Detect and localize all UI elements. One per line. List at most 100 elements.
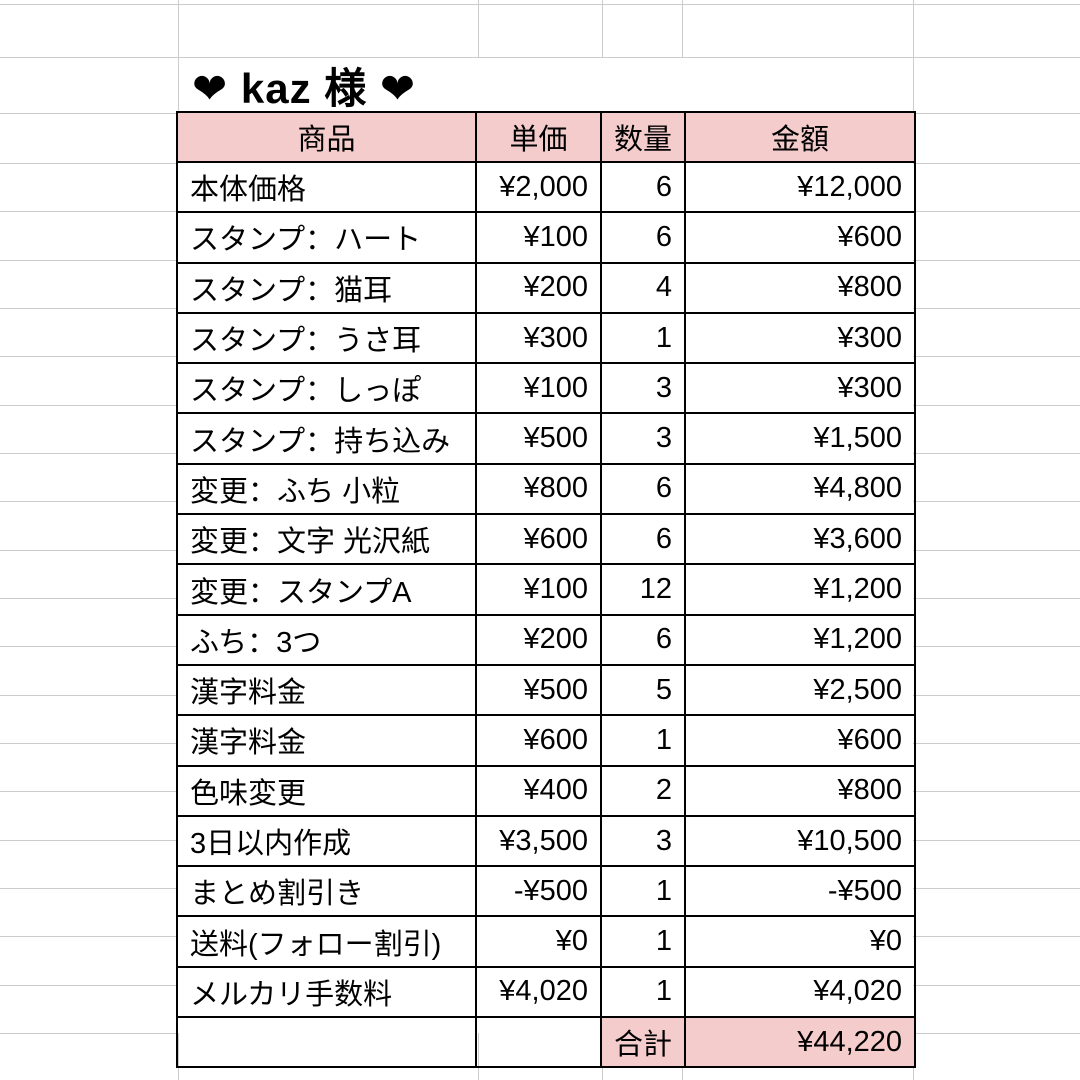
cell-qty[interactable]: 1: [599, 714, 687, 767]
cell-qty[interactable]: 3: [599, 412, 687, 465]
table-row: スタンプ：しっぽ ¥100 3 ¥300: [176, 362, 917, 415]
column-header-item[interactable]: 商品: [176, 111, 477, 163]
cell-amount[interactable]: ¥300: [684, 311, 917, 365]
grid-line: [0, 163, 178, 164]
cell-qty[interactable]: 6: [599, 513, 687, 566]
cell-qty[interactable]: 3: [599, 814, 687, 868]
grid-line: [913, 453, 1080, 454]
grid-line: [913, 211, 1080, 212]
grid-line: [0, 356, 178, 357]
grid-line: [913, 308, 1080, 309]
cell-qty[interactable]: 1: [599, 865, 687, 918]
cell-unit-price[interactable]: -¥500: [475, 865, 602, 918]
cell-amount[interactable]: ¥800: [684, 261, 917, 314]
cell-unit-price[interactable]: ¥100: [475, 211, 602, 264]
cell-amount[interactable]: ¥2,500: [684, 663, 917, 717]
cell-unit-price[interactable]: ¥0: [475, 915, 602, 968]
grid-line: [0, 4, 1080, 5]
grid-line: [913, 888, 1080, 889]
cell-amount[interactable]: ¥3,600: [684, 513, 917, 566]
grid-line: [0, 453, 178, 454]
cell-amount[interactable]: ¥4,800: [684, 462, 917, 516]
cell-amount[interactable]: ¥800: [684, 764, 917, 817]
table-row: 色味変更 ¥400 2 ¥800: [176, 764, 917, 817]
cell-item[interactable]: 本体価格: [176, 160, 477, 214]
cell-qty[interactable]: 6: [599, 462, 687, 516]
cell-amount[interactable]: ¥4,020: [684, 965, 917, 1019]
table-row: スタンプ：うさ耳 ¥300 1 ¥300: [176, 311, 917, 365]
cell-unit-price[interactable]: ¥400: [475, 764, 602, 817]
cell-unit-price[interactable]: ¥100: [475, 563, 602, 616]
cell-item[interactable]: 変更：ふち 小粒: [176, 462, 477, 516]
cell-unit-price[interactable]: ¥100: [475, 362, 602, 415]
cell-amount[interactable]: ¥0: [684, 915, 917, 968]
cell-amount[interactable]: ¥300: [684, 362, 917, 415]
cell-item[interactable]: スタンプ：猫耳: [176, 261, 477, 314]
grid-line: [913, 598, 1080, 599]
grid-line: [0, 57, 1080, 58]
cell-qty[interactable]: 1: [599, 965, 687, 1019]
total-label[interactable]: 合計: [599, 1016, 687, 1069]
cell-item[interactable]: 漢字料金: [176, 714, 477, 767]
cell-unit-price[interactable]: ¥200: [475, 613, 602, 666]
cell-item[interactable]: メルカリ手数料: [176, 965, 477, 1019]
cell-qty[interactable]: 6: [599, 211, 687, 264]
cell-unit-price[interactable]: ¥4,020: [475, 965, 602, 1019]
cell-unit-price[interactable]: ¥500: [475, 412, 602, 465]
grid-line: [913, 985, 1080, 986]
grid-line: [0, 113, 178, 114]
table-row: 本体価格 ¥2,000 6 ¥12,000: [176, 160, 917, 214]
cell-item[interactable]: スタンプ：しっぽ: [176, 362, 477, 415]
cell-item[interactable]: 変更：文字 光沢紙: [176, 513, 477, 566]
grid-line: [913, 695, 1080, 696]
cell-unit-price[interactable]: ¥2,000: [475, 160, 602, 214]
cell-item[interactable]: 色味変更: [176, 764, 477, 817]
grid-line: [913, 840, 1080, 841]
cell-amount[interactable]: ¥1,200: [684, 563, 917, 616]
cell-amount[interactable]: ¥1,200: [684, 613, 917, 666]
cell-amount[interactable]: ¥12,000: [684, 160, 917, 214]
cell-qty[interactable]: 3: [599, 362, 687, 415]
cell-unit-price[interactable]: ¥200: [475, 261, 602, 314]
cell-unit-price[interactable]: ¥3,500: [475, 814, 602, 868]
cell-qty[interactable]: 2: [599, 764, 687, 817]
cell-item[interactable]: 漢字料金: [176, 663, 477, 717]
cell-item[interactable]: ふち：3つ: [176, 613, 477, 666]
table-row: 3日以内作成 ¥3,500 3 ¥10,500: [176, 814, 917, 868]
column-header-qty[interactable]: 数量: [599, 111, 687, 163]
cell-qty[interactable]: 1: [599, 915, 687, 968]
total-amount[interactable]: ¥44,220: [684, 1016, 917, 1069]
cell-qty[interactable]: 1: [599, 311, 687, 365]
cell-item[interactable]: 変更：スタンプA: [176, 563, 477, 616]
cell-amount[interactable]: ¥10,500: [684, 814, 917, 868]
cell-unit-price[interactable]: ¥600: [475, 513, 602, 566]
grid-line: [913, 0, 914, 113]
column-header-amount[interactable]: 金額: [684, 111, 917, 163]
cell-amount[interactable]: ¥600: [684, 714, 917, 767]
cell-amount[interactable]: -¥500: [684, 865, 917, 918]
cell-qty[interactable]: 4: [599, 261, 687, 314]
cell-item[interactable]: まとめ割引き: [176, 865, 477, 918]
grid-line: [913, 791, 1080, 792]
cell-qty[interactable]: 12: [599, 563, 687, 616]
cell-item[interactable]: スタンプ：うさ耳: [176, 311, 477, 365]
cell-qty[interactable]: 6: [599, 613, 687, 666]
cell-qty[interactable]: 6: [599, 160, 687, 214]
cell-item[interactable]: スタンプ：ハート: [176, 211, 477, 264]
cell-item[interactable]: 送料(フォロー割引): [176, 915, 477, 968]
cell-empty[interactable]: [475, 1016, 602, 1069]
cell-unit-price[interactable]: ¥600: [475, 714, 602, 767]
cell-qty[interactable]: 5: [599, 663, 687, 717]
cell-unit-price[interactable]: ¥500: [475, 663, 602, 717]
cell-item[interactable]: スタンプ：持ち込み: [176, 412, 477, 465]
cell-unit-price[interactable]: ¥800: [475, 462, 602, 516]
column-header-unit[interactable]: 単価: [475, 111, 602, 163]
cell-amount[interactable]: ¥600: [684, 211, 917, 264]
grid-line: [913, 405, 1080, 406]
cell-item[interactable]: 3日以内作成: [176, 814, 477, 868]
cell-unit-price[interactable]: ¥300: [475, 311, 602, 365]
cell-empty[interactable]: [176, 1016, 477, 1069]
table-row: 漢字料金 ¥600 1 ¥600: [176, 714, 917, 767]
cell-amount[interactable]: ¥1,500: [684, 412, 917, 465]
